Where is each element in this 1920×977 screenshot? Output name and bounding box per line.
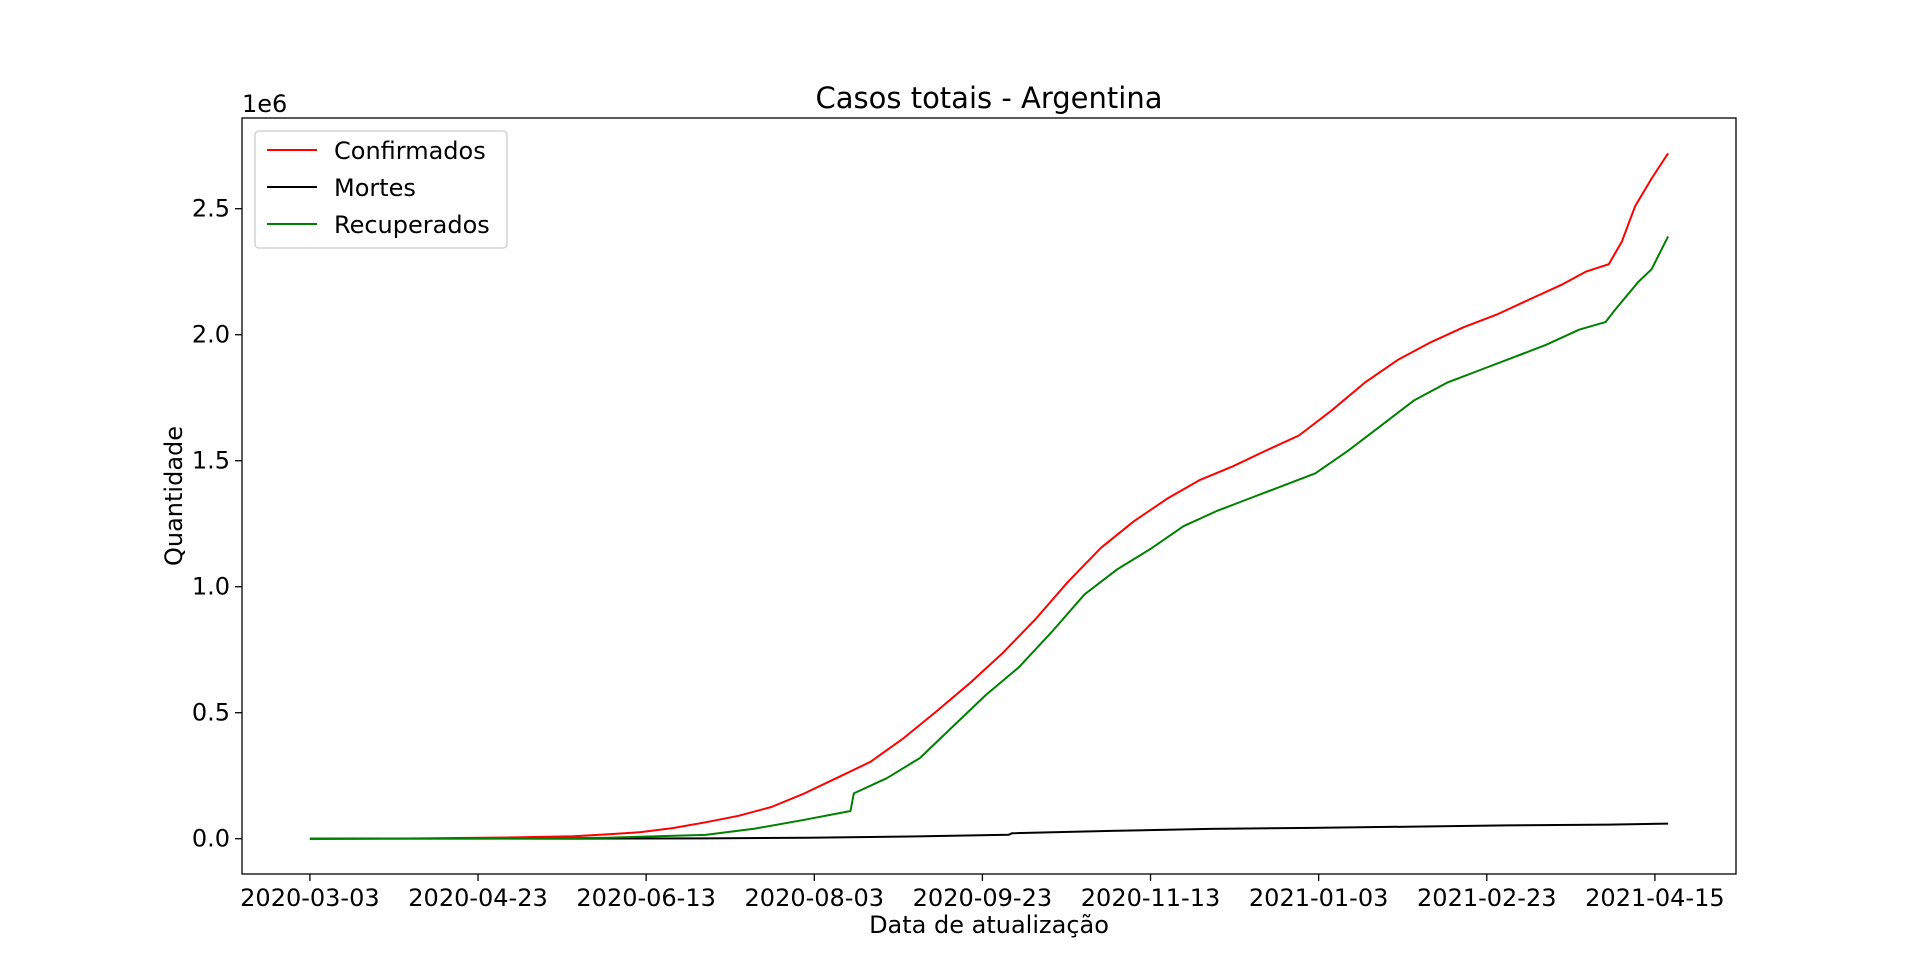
x-tick-label: 2020-04-23 xyxy=(408,884,547,912)
series-line-0 xyxy=(309,152,1669,840)
y-axis-label: Quantidade xyxy=(160,426,188,566)
y-tick-label: 2.5 xyxy=(192,195,230,223)
x-tick-label: 2020-06-13 xyxy=(576,884,715,912)
x-tick-label: 2020-09-23 xyxy=(913,884,1052,912)
chart-title: Casos totais - Argentina xyxy=(816,81,1163,115)
y-tick-label: 1.5 xyxy=(192,447,230,475)
legend-label-0: Confirmados xyxy=(334,137,486,165)
x-tick-label: 2021-04-15 xyxy=(1585,884,1724,912)
plot-frame xyxy=(241,117,1737,875)
x-tick-label: 2020-11-13 xyxy=(1081,884,1220,912)
series-line-2 xyxy=(309,235,1669,840)
x-tick-label: 2021-01-03 xyxy=(1249,884,1388,912)
y-tick-label: 0.0 xyxy=(192,825,230,853)
y-tick-label: 1.0 xyxy=(192,573,230,601)
x-tick-label: 2020-08-03 xyxy=(745,884,884,912)
x-axis-label: Data de atualização xyxy=(869,911,1109,939)
series-line-1 xyxy=(309,822,1669,840)
y-tick-label: 0.5 xyxy=(192,699,230,727)
legend-box xyxy=(254,130,508,249)
legend-label-2: Recuperados xyxy=(334,211,490,239)
legend: Confirmados Mortes Recuperados xyxy=(254,130,508,249)
legend-label-1: Mortes xyxy=(334,174,416,202)
x-tick-label: 2021-02-23 xyxy=(1417,884,1556,912)
y-axis: 0.0 0.5 1.0 1.5 2.0 2.5 xyxy=(192,195,242,853)
y-tick-label: 2.0 xyxy=(192,321,230,349)
y-offset-text: 1e6 xyxy=(242,90,287,118)
x-axis: 2020-03-03 2020-04-23 2020-06-13 2020-08-03… xyxy=(240,874,1725,912)
plot-lines xyxy=(309,152,1669,840)
x-tick-label: 2020-03-03 xyxy=(240,884,379,912)
